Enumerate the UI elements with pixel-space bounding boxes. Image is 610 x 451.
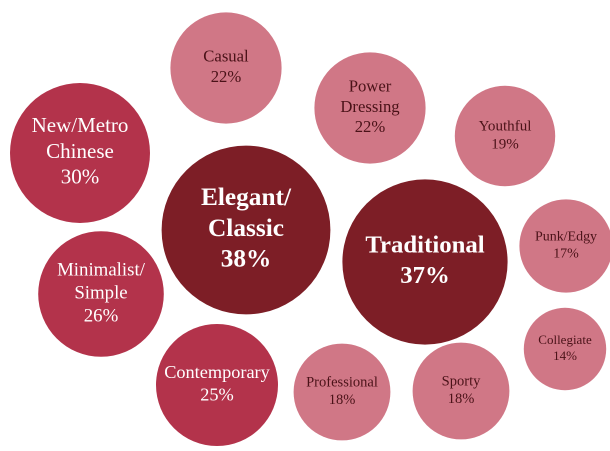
- bubble-label: Elegant/: [201, 183, 292, 211]
- value-label: 38%: [221, 245, 272, 273]
- bubble: [161, 145, 331, 315]
- bubble-label: Classic: [208, 214, 284, 242]
- value-label: 22%: [211, 67, 242, 86]
- bubble: [519, 199, 610, 293]
- value-label: 37%: [400, 262, 450, 289]
- bubble: [314, 52, 426, 164]
- bubble-label: Contemporary: [164, 362, 270, 382]
- bubble: [156, 324, 278, 446]
- value-label: 19%: [491, 137, 519, 153]
- value-label: 25%: [200, 384, 234, 404]
- bubble-label: Professional: [306, 374, 378, 390]
- bubble: [342, 179, 508, 345]
- bubble-label: New/Metro: [32, 113, 129, 137]
- bubble-label: Youthful: [479, 118, 532, 134]
- bubble: [170, 12, 282, 124]
- bubble-label: Casual: [203, 47, 249, 66]
- bubble: [454, 85, 556, 187]
- bubble-label: Dressing: [340, 97, 400, 116]
- value-label: 18%: [448, 391, 475, 407]
- bubble-label: Simple: [74, 282, 127, 303]
- bubble: [412, 342, 510, 440]
- value-label: 14%: [553, 348, 577, 363]
- value-label: 26%: [84, 305, 119, 326]
- bubble-label: Punk/Edgy: [535, 230, 597, 245]
- bubble: [293, 343, 391, 441]
- bubble-label: Power: [349, 76, 392, 95]
- value-label: 22%: [355, 117, 386, 136]
- bubble-label: Traditional: [365, 232, 484, 259]
- bubble-label: Sporty: [442, 373, 481, 389]
- value-label: 17%: [553, 247, 579, 262]
- value-label: 18%: [329, 392, 356, 408]
- bubble-label: Collegiate: [538, 332, 592, 347]
- bubble: [38, 231, 164, 357]
- bubble: [10, 83, 150, 223]
- value-label: 30%: [61, 164, 100, 188]
- bubble: [523, 307, 607, 391]
- bubble-label: Minimalist/: [57, 259, 146, 280]
- bubble-label: Chinese: [46, 139, 114, 163]
